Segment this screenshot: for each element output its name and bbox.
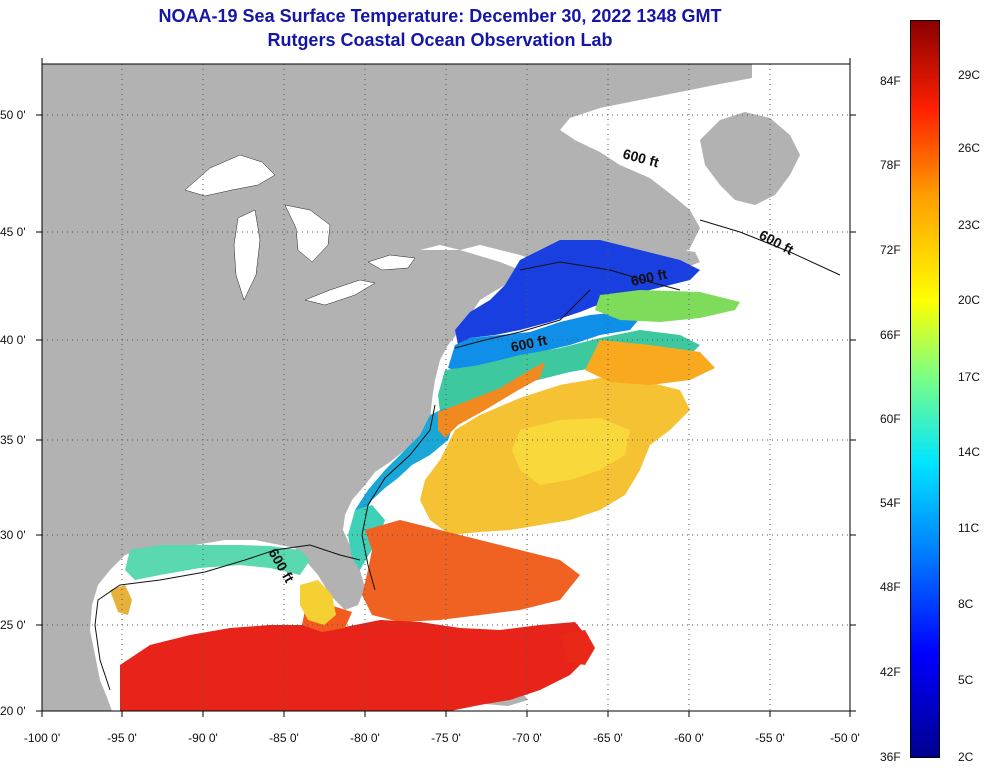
- sst-caribbean: [120, 620, 590, 711]
- newfoundland-land: [700, 112, 800, 205]
- map-subtitle: Rutgers Coastal Ocean Observation Lab: [267, 30, 613, 50]
- canada-land: [42, 64, 752, 270]
- sst-mid-shelf-green: [595, 290, 740, 322]
- map-canvas: 600 ft 600 ft 600 ft 600 ft 600 ft: [42, 64, 850, 711]
- lake-michigan: [233, 209, 261, 301]
- sst-gulf-west: [110, 585, 132, 615]
- colorbar-label-f: 84F: [880, 74, 901, 88]
- colorbar-label-c: 14C: [958, 445, 981, 459]
- lake-erie: [304, 279, 376, 306]
- contour-label: 600 ft: [509, 332, 548, 355]
- colorbar-label-c: 2C: [958, 750, 974, 764]
- lat-label-20: 20 0': [0, 704, 26, 718]
- colorbar-label-c: 29C: [958, 68, 981, 82]
- colorbar-label-c: 23C: [958, 218, 981, 232]
- lat-label-25: 25 0': [0, 618, 26, 632]
- colorbar-label-f: 78F: [880, 158, 901, 172]
- lon-label: -75 0': [431, 731, 461, 745]
- sst-gulf-stream: [438, 362, 545, 438]
- colorbar-label-f: 48F: [880, 580, 901, 594]
- sst-cool-shelf: [448, 312, 640, 372]
- lon-label: -55 0': [755, 731, 785, 745]
- colorbar-label-f: 60F: [880, 412, 901, 426]
- sst-east-patch: [560, 630, 595, 665]
- ticks: [36, 58, 856, 717]
- lon-label: -50 0': [830, 731, 860, 745]
- lake-ontario: [367, 254, 416, 271]
- sst-bahamas: [362, 520, 580, 622]
- lon-label: -80 0': [350, 731, 380, 745]
- lon-label: -95 0': [107, 731, 137, 745]
- map-title: NOAA-19 Sea Surface Temperature: Decembe…: [158, 6, 722, 26]
- lon-label: -90 0': [188, 731, 218, 745]
- colorbar-label-c: 17C: [958, 370, 981, 384]
- colorbar-label-f: 72F: [880, 243, 901, 257]
- colorbar-label-f: 66F: [880, 328, 901, 342]
- temperature-colorbar: [910, 20, 940, 758]
- lat-label-30: 30 0': [0, 528, 26, 542]
- sst-west-florida: [300, 580, 336, 625]
- sst-coastal-se: [348, 505, 385, 570]
- lon-label: -65 0': [593, 731, 623, 745]
- lon-label: -100 0': [24, 731, 60, 745]
- lat-label-45: 45 0': [0, 225, 26, 239]
- sst-warm-band: [585, 340, 715, 385]
- gulf-st-lawrence: [570, 110, 700, 200]
- isobath-600ft: [94, 219, 841, 691]
- lon-label: -70 0': [512, 731, 542, 745]
- lat-label-50: 50 0': [0, 108, 26, 122]
- colorbar-label-c: 26C: [958, 141, 981, 155]
- lake-superior: [184, 154, 276, 197]
- sst-cold-shelf: [455, 240, 700, 345]
- colorbar-label-f: 54F: [880, 496, 901, 510]
- colorbar-label-c: 8C: [958, 597, 974, 611]
- colorbar-label-f: 42F: [880, 665, 901, 679]
- lat-label-35: 35 0': [0, 433, 26, 447]
- contour-label: 600 ft: [629, 266, 668, 289]
- lon-label: -60 0': [674, 731, 704, 745]
- colorbar-label-f: 36F: [880, 750, 901, 764]
- colorbar-label-c: 20C: [958, 293, 981, 307]
- lat-label-40: 40 0': [0, 333, 26, 347]
- lon-label: -85 0': [269, 731, 299, 745]
- colorbar-label-c: 5C: [958, 673, 974, 687]
- lake-huron: [284, 204, 331, 263]
- us-land: [42, 250, 520, 711]
- sst-sargasso-yellow: [512, 418, 630, 485]
- colorbar-label-c: 11C: [958, 521, 980, 535]
